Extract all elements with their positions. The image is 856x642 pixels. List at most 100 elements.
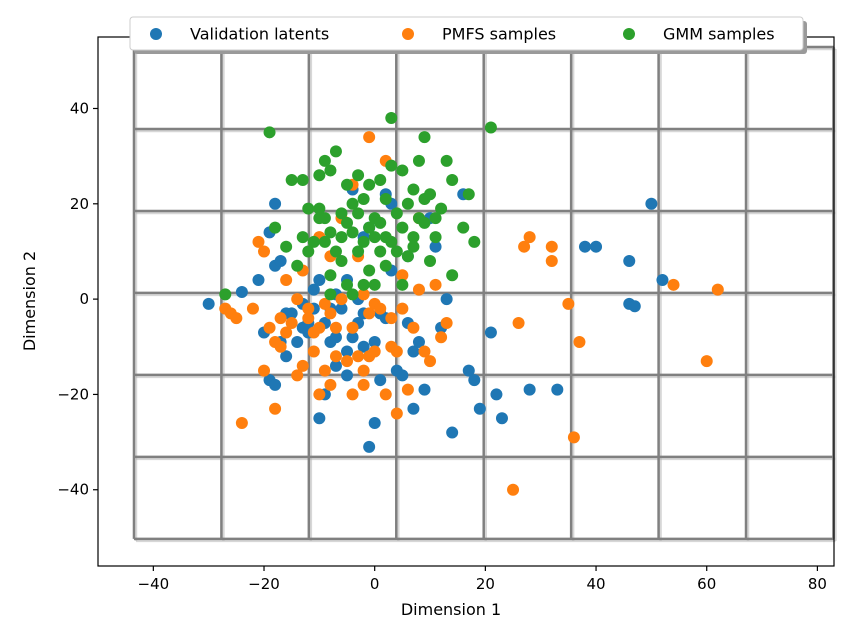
data-point <box>412 336 425 349</box>
data-point <box>374 173 387 186</box>
legend-label: Validation latents <box>190 25 329 44</box>
data-point <box>246 302 259 315</box>
data-point <box>446 173 459 186</box>
data-point <box>296 231 309 244</box>
data-point <box>374 374 387 387</box>
data-point <box>545 240 558 253</box>
data-point <box>412 283 425 296</box>
data-point <box>307 283 320 296</box>
data-point <box>318 235 331 248</box>
data-point <box>341 178 354 191</box>
data-point <box>363 307 376 320</box>
data-point <box>407 231 420 244</box>
data-point <box>368 231 381 244</box>
legend-marker <box>402 28 414 40</box>
data-point <box>440 293 453 306</box>
data-point <box>357 364 370 377</box>
data-point <box>363 264 376 277</box>
data-point <box>562 297 575 310</box>
x-tick-label: −40 <box>138 575 170 593</box>
data-point <box>318 154 331 167</box>
y-axis-label: Dimension 2 <box>20 251 39 351</box>
data-point <box>302 202 315 215</box>
data-point <box>335 254 348 267</box>
data-point <box>567 431 580 444</box>
data-point <box>329 331 342 344</box>
legend-box <box>129 16 804 51</box>
data-point <box>357 340 370 353</box>
data-point <box>507 483 520 496</box>
data-point <box>390 207 403 220</box>
data-point <box>329 245 342 258</box>
data-point <box>329 350 342 363</box>
x-tick-label: 40 <box>586 575 605 593</box>
data-point <box>407 402 420 415</box>
data-point <box>324 164 337 177</box>
data-point <box>545 254 558 267</box>
data-point <box>252 274 265 287</box>
data-point <box>313 202 326 215</box>
data-point <box>302 245 315 258</box>
data-point <box>235 285 248 298</box>
data-point <box>324 269 337 282</box>
data-point <box>269 402 282 415</box>
data-point <box>357 235 370 248</box>
data-point <box>357 378 370 391</box>
data-point <box>424 355 437 368</box>
data-point <box>407 183 420 196</box>
data-point <box>263 321 276 334</box>
data-point <box>446 269 459 282</box>
data-point <box>291 369 304 382</box>
data-point <box>429 231 442 244</box>
data-point <box>440 316 453 329</box>
data-point <box>440 154 453 167</box>
data-point <box>396 164 409 177</box>
data-point <box>385 312 398 325</box>
data-point <box>202 297 215 310</box>
data-point <box>280 326 293 339</box>
data-point <box>335 293 348 306</box>
data-point <box>374 216 387 229</box>
data-point <box>341 369 354 382</box>
data-point <box>462 364 475 377</box>
data-point <box>346 197 359 210</box>
y-tick-label: −20 <box>57 385 89 403</box>
data-point <box>401 383 414 396</box>
y-tick-label: 0 <box>79 290 89 308</box>
data-point <box>412 154 425 167</box>
data-point <box>468 374 481 387</box>
data-point <box>296 359 309 372</box>
data-point <box>424 254 437 267</box>
data-point <box>346 226 359 239</box>
y-tick-label: 20 <box>70 195 89 213</box>
data-point <box>396 269 409 282</box>
data-point <box>407 321 420 334</box>
data-point <box>385 112 398 125</box>
data-point <box>346 288 359 301</box>
data-point <box>424 188 437 201</box>
data-point <box>429 212 442 225</box>
data-point <box>385 159 398 172</box>
data-point <box>291 259 304 272</box>
data-point <box>269 221 282 234</box>
x-tick-label: 80 <box>808 575 827 593</box>
data-point <box>396 302 409 315</box>
data-point <box>291 336 304 349</box>
data-point <box>324 378 337 391</box>
data-point <box>341 216 354 229</box>
data-point <box>346 321 359 334</box>
data-point <box>307 345 320 358</box>
data-point <box>590 240 603 253</box>
data-point <box>363 440 376 453</box>
data-point <box>335 207 348 220</box>
data-point <box>374 245 387 258</box>
series-2 <box>219 112 497 301</box>
data-point <box>274 340 287 353</box>
data-point <box>318 297 331 310</box>
data-point <box>700 355 713 368</box>
y-axis-ticks: −40 −20 0 20 40 <box>57 99 98 499</box>
data-point <box>274 312 287 325</box>
data-point <box>346 331 359 344</box>
data-point <box>324 288 337 301</box>
data-point <box>551 383 564 396</box>
